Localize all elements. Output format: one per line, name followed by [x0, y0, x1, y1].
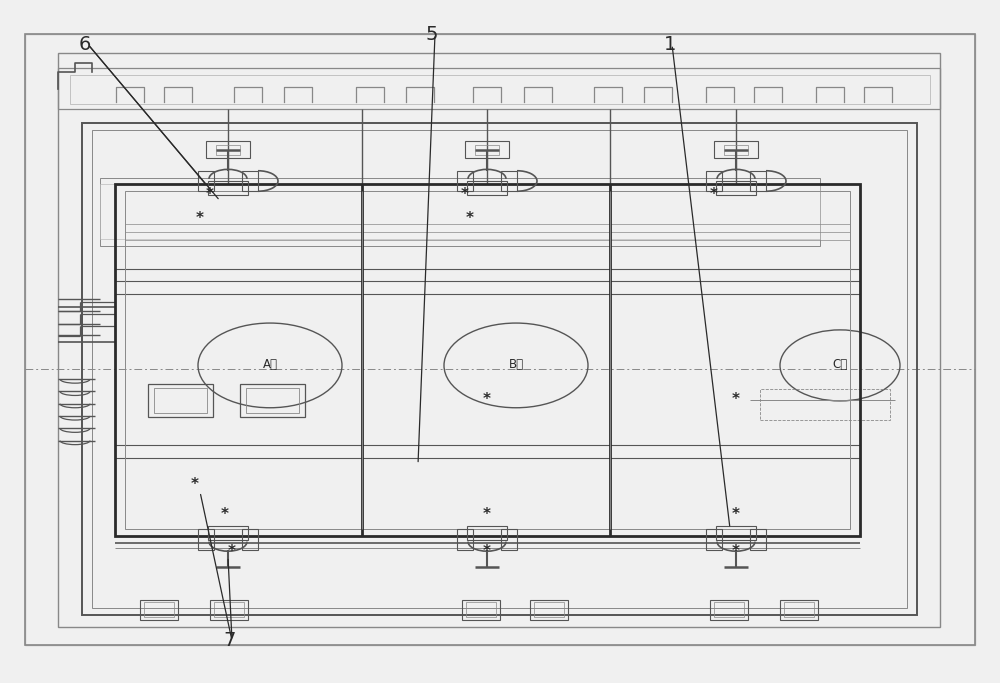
Text: C柱: C柱 [832, 357, 848, 371]
Text: *: * [483, 544, 491, 559]
Text: *: * [483, 392, 491, 407]
Bar [140, 600, 178, 620]
Bar [534, 602, 564, 617]
Bar [784, 602, 814, 617]
Text: *: * [228, 544, 236, 559]
Text: *: * [732, 544, 740, 559]
Text: B柱: B柱 [508, 357, 524, 371]
Bar [206, 141, 250, 158]
Bar [501, 529, 517, 550]
Bar [58, 53, 940, 627]
Bar [100, 184, 820, 239]
Bar [780, 600, 818, 620]
Text: 5: 5 [426, 25, 438, 44]
Text: *: * [461, 187, 469, 202]
Bar [58, 68, 940, 109]
Text: 6: 6 [79, 35, 91, 54]
Bar [462, 600, 500, 620]
Bar [750, 171, 766, 191]
Text: *: * [732, 392, 740, 407]
Bar [706, 529, 722, 550]
Bar [242, 171, 258, 191]
Bar [144, 602, 174, 617]
Bar [154, 388, 207, 413]
Bar [210, 600, 248, 620]
Text: A柱: A柱 [262, 357, 278, 371]
Bar [198, 171, 214, 191]
Bar [208, 526, 248, 540]
Bar [465, 141, 509, 158]
Text: 7: 7 [224, 631, 236, 650]
Bar [115, 184, 860, 536]
Text: *: * [466, 211, 474, 226]
Bar [724, 145, 748, 155]
Text: 1: 1 [664, 35, 676, 54]
Bar [714, 602, 744, 617]
Text: *: * [483, 507, 491, 522]
Text: *: * [221, 507, 229, 522]
Bar [216, 145, 240, 155]
Bar [198, 529, 214, 550]
Bar [148, 384, 213, 417]
Bar [467, 526, 507, 540]
Bar [760, 389, 890, 420]
Bar [125, 191, 850, 529]
Bar [716, 526, 756, 540]
Bar [208, 181, 248, 195]
Bar [467, 181, 507, 195]
Bar [714, 141, 758, 158]
Bar [466, 602, 496, 617]
Text: *: * [710, 187, 718, 202]
Bar [457, 529, 473, 550]
Bar [70, 75, 930, 104]
Text: *: * [191, 477, 199, 492]
Bar [706, 171, 722, 191]
Bar [92, 130, 907, 608]
Text: *: * [196, 211, 204, 226]
Bar [716, 181, 756, 195]
Text: *: * [206, 187, 214, 202]
Bar [25, 34, 975, 645]
Bar [530, 600, 568, 620]
Bar [25, 34, 975, 645]
Bar [457, 171, 473, 191]
Bar [246, 388, 299, 413]
Bar [240, 384, 305, 417]
Bar [242, 529, 258, 550]
Bar [82, 123, 917, 615]
Bar [100, 178, 820, 246]
Bar [214, 602, 244, 617]
Bar [710, 600, 748, 620]
Bar [750, 529, 766, 550]
Bar [475, 145, 499, 155]
Bar [501, 171, 517, 191]
Text: *: * [732, 507, 740, 522]
